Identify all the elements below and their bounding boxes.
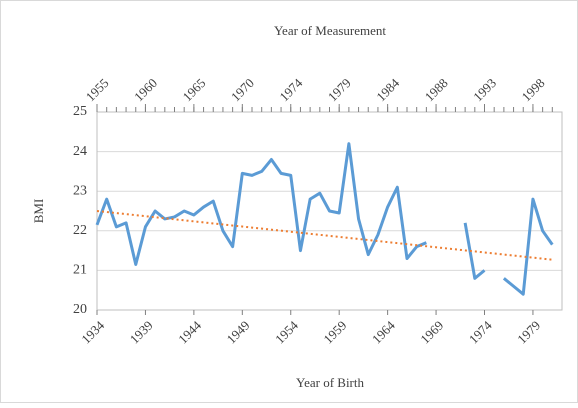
trend-line — [96, 210, 553, 261]
x2-axis-title: Year of Measurement — [274, 23, 386, 38]
y-tick-label: 25 — [73, 104, 87, 119]
y-axis-title: BMI — [31, 199, 46, 224]
x-axis-title: Year of Birth — [296, 375, 365, 390]
y-tick-label: 21 — [73, 263, 87, 278]
y-tick-label: 22 — [73, 223, 87, 238]
y-tick-label: 23 — [73, 183, 87, 198]
y-tick-label: 24 — [73, 144, 87, 159]
y-tick-label: 20 — [73, 302, 87, 317]
